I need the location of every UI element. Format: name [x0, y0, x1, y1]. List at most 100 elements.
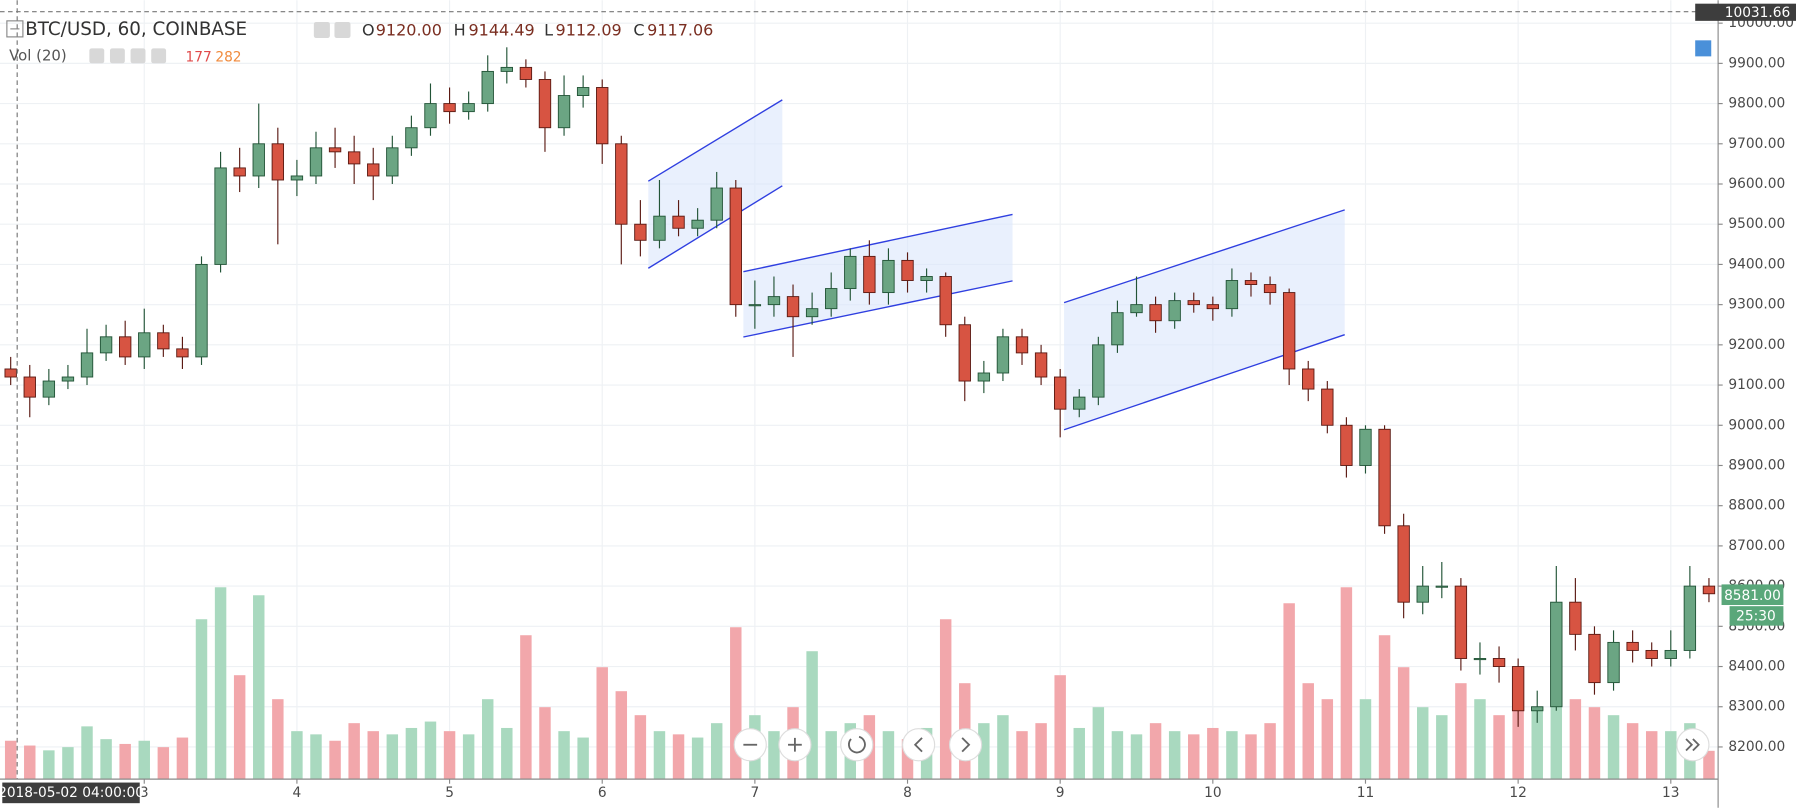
volume-bar: [310, 734, 322, 780]
volume-bar: [1188, 734, 1200, 780]
volume-bar: [539, 707, 551, 780]
settings-icon[interactable]: [334, 22, 351, 39]
volume-bar: [348, 723, 360, 780]
eye-icon[interactable]: [89, 48, 105, 64]
volume-bar: [825, 731, 837, 780]
candle-body: [176, 348, 189, 358]
volume-bar: [272, 699, 284, 780]
candle-body: [538, 79, 552, 129]
volume-bar: [978, 723, 990, 780]
add-icon[interactable]: [130, 48, 146, 64]
candle-body: [424, 103, 437, 129]
volume-bar: [1264, 723, 1276, 780]
candle-body: [1531, 706, 1544, 712]
candle-body: [214, 167, 227, 265]
candle-body: [958, 324, 971, 382]
volume-bar: [768, 731, 780, 780]
y-tick-label: 9600.00: [1728, 176, 1785, 192]
volume-bar: [558, 731, 570, 780]
volume-bar: [1054, 675, 1066, 780]
scale-icon[interactable]: [1695, 40, 1712, 57]
candle-body: [1492, 658, 1506, 667]
volume-bar: [806, 651, 818, 780]
volume-bar: [1588, 707, 1601, 780]
x-tick-label: 7: [750, 785, 759, 801]
candle-body: [347, 151, 361, 165]
candle-body: [1244, 280, 1258, 285]
candle-body: [138, 332, 151, 358]
candle-body: [1187, 300, 1200, 306]
scroll-left-button[interactable]: [902, 728, 936, 762]
candle-body: [691, 219, 704, 229]
volume-bar: [1665, 731, 1677, 780]
candle-body: [519, 66, 533, 80]
candle-body: [80, 352, 94, 378]
volume-bar: [291, 731, 303, 780]
x-tick-label: 3: [140, 785, 149, 801]
volume-bar: [672, 734, 685, 780]
last-price-label: 8581.00: [1724, 588, 1781, 604]
candle-body: [328, 147, 342, 153]
volume-ma-value: 282: [215, 50, 241, 66]
crosshair-time-label: 2018-05-02 04:00:00: [0, 785, 144, 801]
reset-icon: [848, 735, 866, 754]
volume-bar: [1340, 587, 1353, 780]
volume-bar: [233, 675, 246, 780]
ohlc-label: C: [633, 21, 644, 40]
last-price-box: [1721, 584, 1784, 606]
eye-icon[interactable]: [313, 22, 330, 39]
crosshair-time-box: [2, 782, 140, 804]
candle-body: [1340, 424, 1353, 466]
scroll-right-button[interactable]: [948, 728, 983, 762]
reset-button[interactable]: [840, 728, 874, 762]
candle-body: [1168, 300, 1181, 322]
ohlc-value: 9144.49: [468, 21, 534, 40]
candle-body: [1206, 304, 1220, 310]
volume-bar: [482, 699, 494, 780]
y-tick-label: 9100.00: [1728, 377, 1785, 393]
volume-bar: [997, 715, 1009, 780]
candle-body: [1683, 585, 1697, 651]
volume-bar: [81, 726, 93, 780]
candle-body: [157, 332, 170, 350]
close-icon[interactable]: [151, 48, 167, 64]
volume-bar: [501, 727, 513, 780]
collapse-icon[interactable]: [6, 20, 24, 38]
volume-bar: [1550, 651, 1563, 780]
volume-bar: [634, 715, 647, 780]
candle-body: [710, 187, 723, 221]
volume-bar: [577, 737, 589, 780]
candle-body: [825, 288, 838, 310]
candle-body: [863, 255, 876, 294]
volume-bar: [405, 727, 418, 780]
candle-body: [386, 147, 399, 177]
x-tick-label: 6: [598, 785, 607, 801]
candle-body: [557, 95, 571, 129]
left-icon: [913, 737, 923, 753]
candle-body: [1550, 601, 1563, 708]
settings-icon[interactable]: [109, 48, 125, 64]
volume-bar: [1569, 699, 1582, 780]
candle-body: [634, 223, 647, 241]
candle-body: [1015, 336, 1029, 354]
volume-bar: [596, 667, 608, 780]
candle-body: [977, 372, 991, 382]
candle-body: [1359, 428, 1372, 466]
ohlc-label: O: [362, 21, 375, 40]
candle-body: [1607, 641, 1620, 684]
candle-body: [576, 87, 590, 97]
volume-bar: [1493, 715, 1505, 780]
x-tick-label: 11: [1357, 785, 1374, 801]
volume-bar: [443, 731, 456, 780]
candle-body: [1473, 658, 1487, 661]
volume-bar: [882, 731, 895, 780]
volume-bar: [1016, 731, 1028, 780]
x-tick-label: 5: [445, 785, 454, 801]
candle-body: [844, 255, 857, 290]
candle-body: [309, 147, 323, 177]
channel-line: [647, 185, 783, 269]
channel-line: [647, 99, 783, 182]
candle-body: [23, 376, 36, 398]
